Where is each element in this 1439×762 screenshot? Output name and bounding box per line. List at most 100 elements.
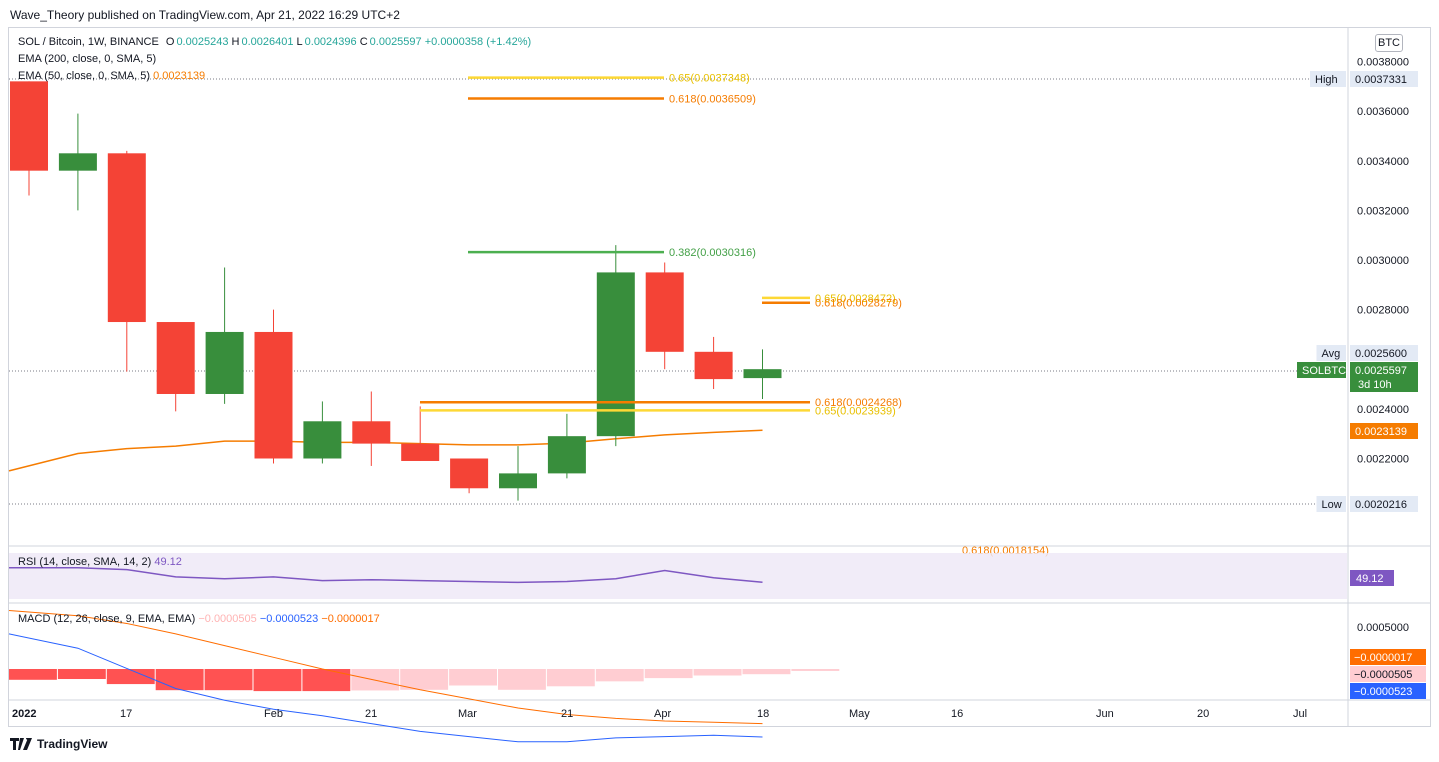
macd-histogram-bar (302, 669, 351, 692)
ema50-label: EMA (50, close, 0, SMA, 5) (18, 70, 151, 82)
close-label: C (359, 36, 368, 48)
candle-body (596, 272, 635, 437)
fib-level-label: 0.382(0.0030316) (669, 247, 756, 259)
time-axis-tick: 2022 (12, 708, 36, 720)
macd-histogram-bar (791, 669, 840, 671)
ema200-label: EMA (200, close, 0, SMA, 5) (18, 53, 157, 65)
publisher-line: Wave_Theory published on TradingView.com… (10, 8, 400, 22)
time-axis-tick: Feb (264, 708, 283, 720)
solbtc-label-value: 0.0025597 (1355, 365, 1407, 377)
time-axis-tick: 21 (365, 708, 377, 720)
rsi-band (9, 553, 1347, 599)
time-axis-tick: 18 (757, 708, 769, 720)
price-axis-tick: 0.0034000 (1357, 156, 1409, 168)
macd-histogram-bar (351, 669, 400, 691)
candle-body (107, 153, 146, 323)
macd-axis-tick: 0.0005000 (1357, 622, 1409, 634)
rsi-axis-value: 49.12 (1356, 573, 1384, 585)
low-label-name: Low (1322, 499, 1342, 511)
high-label-name: High (1315, 74, 1338, 86)
candle-body (547, 436, 586, 474)
currency-button[interactable]: BTC (1375, 34, 1403, 52)
candle-body (450, 458, 489, 489)
macd-hist-value: −0.0000505 (198, 613, 257, 625)
price-axis-tick: 0.0030000 (1357, 255, 1409, 267)
ema50-legend[interactable]: EMA (50, close, 0, SMA, 5) 0.0023139 (18, 70, 205, 82)
macd-hist-box (1350, 666, 1426, 682)
fib-level-label: 0.65(0.0037348) (669, 73, 750, 85)
time-axis-tick: Mar (458, 708, 477, 720)
change-value: +0.0000358 (+1.42%) (424, 36, 532, 48)
macd-signal-axis: −0.0000017 (1354, 652, 1412, 664)
macd-histogram-bar (106, 669, 155, 685)
macd-label: MACD (12, 26, close, 9, EMA, EMA) (18, 613, 196, 625)
rsi-value: 49.12 (154, 556, 182, 568)
macd-histogram-bar (498, 669, 546, 690)
candle-body (499, 473, 537, 489)
open-label: O (165, 36, 175, 48)
high-label-value-box (1350, 71, 1418, 87)
candle-body (58, 153, 97, 171)
low-label-value: 0.0020216 (1355, 499, 1407, 511)
candle-body (303, 421, 342, 459)
high-label-tag (1310, 71, 1346, 87)
macd-hist-axis: −0.0000505 (1354, 669, 1412, 681)
ema50-axis-value-box (1350, 423, 1418, 439)
open-value: 0.0025243 (176, 36, 229, 48)
time-axis-tick: Jul (1293, 708, 1307, 720)
low-value: 0.0024396 (304, 36, 357, 48)
time-axis-tick: 17 (120, 708, 132, 720)
macd-histogram-bar (204, 669, 253, 691)
macd-line-axis: −0.0000523 (1354, 686, 1412, 698)
macd-legend[interactable]: MACD (12, 26, close, 9, EMA, EMA) −0.000… (18, 613, 380, 625)
candle-body (254, 331, 293, 459)
fib-level-label: 0.65(0.0023939) (815, 405, 896, 417)
tradingview-logo-icon (10, 738, 32, 750)
time-axis-tick: May (849, 708, 870, 720)
solbtc-label-countdown: 3d 10h (1358, 379, 1392, 391)
low-label-tag (1316, 496, 1346, 512)
macd-histogram-bar (253, 669, 302, 692)
macd-line-box (1350, 683, 1426, 699)
high-value: 0.0026401 (241, 36, 294, 48)
rsi-label: RSI (14, close, SMA, 14, 2) (18, 556, 152, 568)
macd-histogram-bar (155, 669, 204, 691)
time-axis-tick: Apr (654, 708, 671, 720)
avg-label-value-box (1350, 345, 1418, 361)
fib-level-label: 0.618(0.0028279) (815, 298, 902, 310)
candle-body (205, 331, 244, 394)
fib-level-label: 0.618(0.0036509) (669, 93, 756, 105)
price-axis-tick: 0.0036000 (1357, 106, 1409, 118)
macd-histogram-bar (449, 669, 497, 686)
ema50-value: 0.0023139 (153, 70, 206, 82)
ema50-line (8, 429, 763, 472)
price-axis-tick: 0.0022000 (1357, 454, 1409, 466)
close-value: 0.0025597 (369, 36, 422, 48)
low-label-value-box (1350, 496, 1418, 512)
macd-histogram-bar (644, 669, 693, 679)
time-axis-tick: Jun (1096, 708, 1114, 720)
macd-line-value: −0.0000523 (259, 613, 319, 625)
macd-signal-value: −0.0000017 (321, 613, 380, 625)
symbol-title[interactable]: SOL / Bitcoin, 1W, BINANCE (18, 36, 159, 48)
macd-histogram-bar (57, 669, 106, 680)
solbtc-label-value-box (1350, 362, 1418, 392)
fib-level-label: 0.65(0.0028472) (815, 293, 896, 305)
tradingview-brand: TradingView (37, 737, 108, 751)
ema200-legend[interactable]: EMA (200, close, 0, SMA, 5) (18, 53, 156, 65)
low-label: L (296, 36, 303, 48)
candle-body (10, 81, 48, 171)
macd-histogram-bar (9, 669, 57, 680)
macd-line (8, 633, 763, 743)
chart-frame (8, 27, 1431, 727)
solbtc-label-name: SOLBTC (1302, 365, 1346, 377)
high-label-value: 0.0037331 (1355, 74, 1407, 86)
time-axis-tick: 20 (1197, 708, 1209, 720)
rsi-legend[interactable]: RSI (14, close, SMA, 14, 2) 49.12 (18, 556, 182, 568)
candle-body (352, 421, 391, 444)
time-axis-tick: 16 (951, 708, 963, 720)
price-axis-tick: 0.0032000 (1357, 205, 1409, 217)
high-label: H (231, 36, 240, 48)
